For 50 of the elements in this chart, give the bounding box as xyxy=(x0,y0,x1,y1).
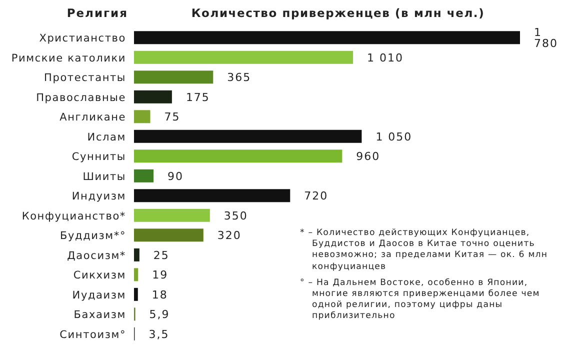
bar xyxy=(134,110,150,124)
bar xyxy=(134,90,172,104)
data-label: 25 xyxy=(153,248,170,262)
bar xyxy=(134,288,138,301)
data-label: 960 xyxy=(356,150,380,164)
data-label: 3,5 xyxy=(148,328,170,341)
bar xyxy=(134,228,204,242)
y-tick-label: Сунниты xyxy=(72,151,126,164)
data-label: 1 010 xyxy=(367,51,404,64)
y-tick-label: Англикане xyxy=(60,112,126,124)
y-tick-label: Синтоизм° xyxy=(60,328,126,341)
data-label: 1 780 xyxy=(534,26,558,50)
y-tick-label: Ислам xyxy=(87,131,126,144)
y-tick-label: Протестанты xyxy=(44,72,126,84)
annotation: ° – На Дальнем Востоке, особенно в Японии, многие являются приверженцами более чем одной религии, поэтому цифры даны приблизительно xyxy=(300,278,541,322)
data-label: 365 xyxy=(227,71,252,84)
bar xyxy=(134,189,290,202)
y-tick-label: Шииты xyxy=(82,170,126,183)
data-label: 75 xyxy=(164,110,180,124)
data-label: 1 050 xyxy=(376,130,412,144)
y-tick-label: Иудаизм xyxy=(72,289,126,302)
bar xyxy=(134,70,214,84)
data-label: 19 xyxy=(152,268,168,282)
bar xyxy=(134,208,210,222)
bar xyxy=(134,31,520,44)
data-label: 175 xyxy=(186,90,210,104)
data-label: 720 xyxy=(304,190,328,203)
y-tick-label: Христианство xyxy=(39,32,126,45)
data-label: 350 xyxy=(224,209,248,222)
data-label: 320 xyxy=(217,229,242,242)
y-tick-label: Православные xyxy=(36,92,126,104)
y-tick-label: Сикхизм xyxy=(73,270,126,282)
y-tick-label: Буддизм*° xyxy=(60,230,126,242)
bar xyxy=(134,150,342,163)
bar xyxy=(134,50,354,64)
chart-title: Количество приверженцев (в млн чел.) xyxy=(190,6,486,20)
data-label: 18 xyxy=(152,288,168,302)
data-label: 90 xyxy=(168,170,184,183)
bar xyxy=(134,130,362,143)
y-tick-label: Конфуцианство* xyxy=(22,210,126,222)
bar xyxy=(134,268,138,282)
y-tick-label: Бахаизм xyxy=(74,309,126,322)
bar xyxy=(134,169,154,182)
annotation: * – Количество действующих Конфуцианцев, Буддистов и Даосов в Китае точно оценить невозможно; за пределами Китая — ок. 6 млн конфуцианцев xyxy=(300,228,549,273)
y-tick-label: Даосизм* xyxy=(67,250,126,262)
bar xyxy=(134,248,140,262)
data-label: 5,9 xyxy=(149,308,170,322)
y-tick-label: Индуизм xyxy=(72,190,126,203)
y-axis-title: Религия xyxy=(66,6,128,20)
y-tick-label: Римские католики xyxy=(11,52,126,64)
